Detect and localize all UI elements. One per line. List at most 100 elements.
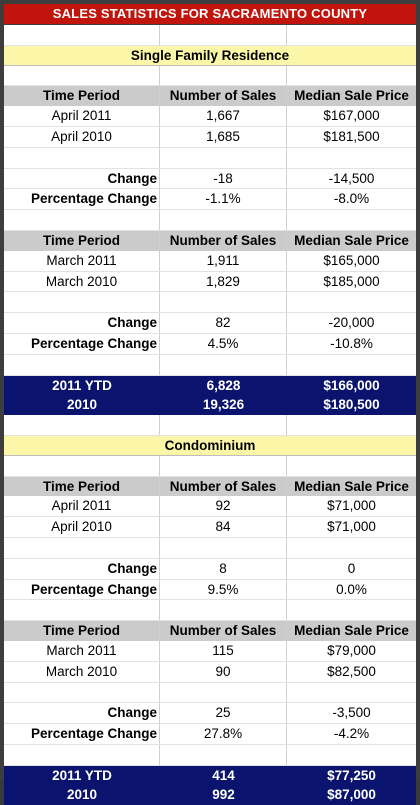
cell-period: March 2011 bbox=[4, 640, 160, 661]
table-header-row: Time Period Number of Sales Median Sale … bbox=[4, 476, 416, 497]
blank-row bbox=[4, 25, 416, 46]
cell-sales: 90 bbox=[160, 661, 287, 682]
cell-price: $71,000 bbox=[327, 498, 376, 514]
blank-row bbox=[4, 537, 416, 559]
cell-label: Percentage Change bbox=[4, 579, 160, 600]
change-row: Change 25 -3,500 bbox=[4, 703, 416, 725]
blank-row bbox=[4, 292, 416, 314]
cell-price: $82,500 bbox=[327, 663, 376, 679]
cell-period: 2011 YTD bbox=[52, 767, 112, 783]
cell-price: $71,000 bbox=[327, 519, 376, 535]
header-median-sale-price: Median Sale Price bbox=[294, 88, 409, 104]
table-header-row: Time Period Number of Sales Median Sale … bbox=[4, 230, 416, 251]
cell-price: -10.8% bbox=[330, 335, 373, 351]
section-band-sfr: Single Family Residence bbox=[4, 45, 416, 66]
table-row: April 2010 84 $71,000 bbox=[4, 517, 416, 538]
header-time-period: Time Period bbox=[4, 230, 160, 251]
cell-sales: 6,828 bbox=[206, 377, 241, 393]
cell-label: Percentage Change bbox=[4, 333, 160, 354]
percentage-change-row: Percentage Change 9.5% 0.0% bbox=[4, 579, 416, 601]
percentage-change-row: Percentage Change -1.1% -8.0% bbox=[4, 189, 416, 211]
report-title: SALES STATISTICS FOR SACRAMENTO COUNTY bbox=[4, 4, 416, 24]
cell-sales: 414 bbox=[212, 767, 235, 783]
cell-label: Change bbox=[4, 703, 160, 724]
cell-sales: -18 bbox=[160, 168, 287, 189]
cell-sales: 82 bbox=[160, 313, 287, 333]
cell-price: $87,000 bbox=[327, 787, 376, 803]
spreadsheet: Single Family Residence Time Period Numb… bbox=[4, 25, 416, 805]
change-row: Change -18 -14,500 bbox=[4, 168, 416, 190]
header-time-period: Time Period bbox=[4, 621, 160, 641]
cell-price: $79,000 bbox=[327, 642, 376, 658]
blank-row bbox=[4, 65, 416, 87]
cell-sales: 19,326 bbox=[202, 397, 245, 413]
cell-sales: 8 bbox=[160, 558, 287, 579]
cell-sales: 992 bbox=[212, 787, 235, 803]
header-time-period: Time Period bbox=[4, 476, 160, 497]
blank-row bbox=[4, 210, 416, 231]
table-header-row: Time Period Number of Sales Median Sale … bbox=[4, 86, 416, 107]
table-row: April 2010 1,685 $181,500 bbox=[4, 126, 416, 148]
cell-sales: 92 bbox=[160, 496, 287, 517]
ytd-row: 2011 YTD 6,828 $166,000 bbox=[4, 375, 416, 396]
table-header-row: Time Period Number of Sales Median Sale … bbox=[4, 621, 416, 641]
header-median-sale-price: Median Sale Price bbox=[294, 623, 409, 639]
cell-price: -3,500 bbox=[332, 705, 371, 721]
change-row: Change 8 0 bbox=[4, 558, 416, 580]
cell-period: April 2011 bbox=[4, 496, 160, 517]
blank-row bbox=[4, 455, 416, 477]
blank-row bbox=[4, 600, 416, 622]
blank-row bbox=[4, 354, 416, 376]
table-row: March 2011 115 $79,000 bbox=[4, 640, 416, 662]
cell-period: April 2011 bbox=[4, 106, 160, 126]
blank-row bbox=[4, 415, 416, 436]
table-row: April 2011 92 $71,000 bbox=[4, 496, 416, 518]
table-row: March 2011 1,911 $165,000 bbox=[4, 250, 416, 272]
cell-sales: 84 bbox=[160, 517, 287, 537]
blank-row bbox=[4, 682, 416, 704]
cell-period: 2010 bbox=[66, 787, 98, 803]
header-number-of-sales: Number of Sales bbox=[160, 86, 287, 107]
header-number-of-sales: Number of Sales bbox=[160, 476, 287, 497]
cell-sales: 1,911 bbox=[160, 250, 287, 271]
cell-period: March 2011 bbox=[4, 250, 160, 271]
cell-price: -4.2% bbox=[333, 726, 370, 742]
ytd-row: 2011 YTD 414 $77,250 bbox=[4, 765, 416, 786]
blank-row bbox=[4, 147, 416, 169]
cell-sales: -1.1% bbox=[160, 189, 287, 210]
cell-label: Change bbox=[4, 168, 160, 189]
table-row: April 2011 1,667 $167,000 bbox=[4, 106, 416, 127]
ytd-row: 2010 992 $87,000 bbox=[4, 785, 416, 805]
cell-price: $185,000 bbox=[323, 273, 380, 289]
header-number-of-sales: Number of Sales bbox=[160, 621, 287, 641]
blank-row bbox=[4, 744, 416, 766]
cell-price: $180,500 bbox=[323, 397, 380, 413]
cell-price: -14,500 bbox=[328, 170, 375, 186]
cell-period: 2011 YTD bbox=[52, 377, 112, 393]
ytd-row: 2010 19,326 $180,500 bbox=[4, 395, 416, 416]
cell-price: $77,250 bbox=[327, 767, 376, 783]
cell-sales: 4.5% bbox=[160, 333, 287, 354]
cell-label: Percentage Change bbox=[4, 724, 160, 744]
change-row: Change 82 -20,000 bbox=[4, 313, 416, 334]
report-frame: SALES STATISTICS FOR SACRAMENTO COUNTY S… bbox=[4, 4, 416, 805]
cell-price: 0 bbox=[347, 560, 356, 576]
cell-period: March 2010 bbox=[4, 661, 160, 682]
percentage-change-row: Percentage Change 27.8% -4.2% bbox=[4, 724, 416, 745]
cell-sales: 1,829 bbox=[160, 271, 287, 292]
header-median-sale-price: Median Sale Price bbox=[294, 478, 409, 494]
table-row: March 2010 1,829 $185,000 bbox=[4, 271, 416, 293]
header-time-period: Time Period bbox=[4, 86, 160, 107]
cell-price: -20,000 bbox=[328, 315, 375, 331]
cell-price: -8.0% bbox=[333, 191, 370, 207]
cell-sales: 1,667 bbox=[160, 106, 287, 126]
cell-price: $166,000 bbox=[323, 377, 380, 393]
cell-label: Change bbox=[4, 313, 160, 333]
section-title: Single Family Residence bbox=[4, 45, 416, 66]
cell-period: March 2010 bbox=[4, 271, 160, 292]
cell-label: Change bbox=[4, 558, 160, 579]
cell-sales: 115 bbox=[160, 640, 287, 661]
table-row: March 2010 90 $82,500 bbox=[4, 661, 416, 683]
cell-period: April 2010 bbox=[4, 126, 160, 147]
cell-sales: 9.5% bbox=[160, 579, 287, 600]
